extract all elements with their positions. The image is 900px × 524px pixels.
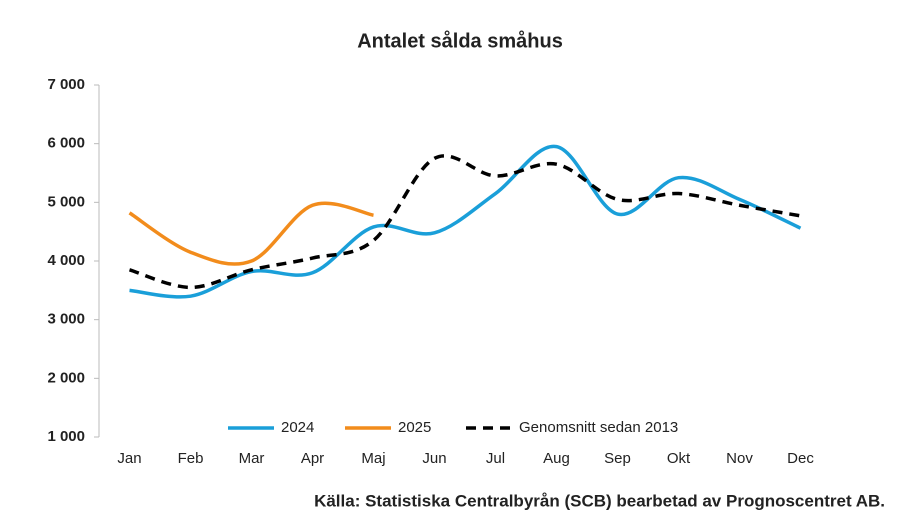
x-tick-label: Jan	[117, 450, 141, 467]
y-tick-label: 3 000	[47, 311, 85, 328]
x-tick-label: Okt	[667, 450, 691, 467]
chart-title: Antalet sålda småhus	[357, 29, 563, 52]
y-tick-label: 2 000	[47, 369, 85, 386]
x-tick-label: Jul	[486, 450, 505, 467]
y-tick-label: 6 000	[47, 135, 85, 152]
series-line	[129, 144, 802, 299]
y-tick-label: 4 000	[47, 252, 85, 269]
legend-label: Genomsnitt sedan 2013	[519, 419, 678, 436]
legend-label: 2025	[398, 419, 431, 436]
x-tick-label: Feb	[178, 450, 204, 467]
y-tick-label: 1 000	[47, 428, 85, 445]
x-tick-label: Maj	[361, 450, 385, 467]
source-note: Källa: Statistiska Centralbyrån (SCB) be…	[314, 491, 885, 510]
x-tick-label: Apr	[301, 450, 324, 467]
x-tick-label: Jun	[422, 450, 446, 467]
y-tick-label: 7 000	[47, 76, 85, 93]
series-line	[128, 154, 801, 290]
legend-label: 2024	[281, 419, 314, 436]
x-tick-label: Dec	[787, 450, 814, 467]
x-tick-label: Nov	[726, 450, 753, 467]
x-tick-label: Aug	[543, 450, 570, 467]
series-line	[128, 201, 374, 266]
x-tick-label: Mar	[239, 450, 265, 467]
y-tick-label: 5 000	[47, 193, 85, 210]
x-tick-label: Sep	[604, 450, 631, 467]
